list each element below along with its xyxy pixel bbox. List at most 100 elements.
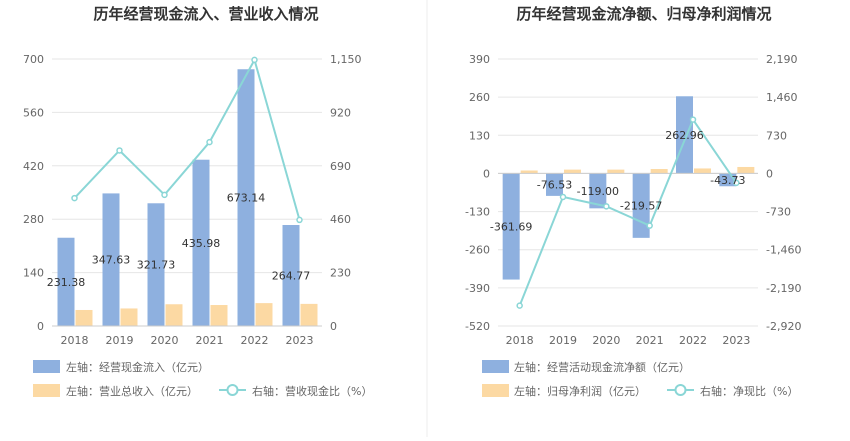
x-tick-label: 2023 — [722, 334, 750, 347]
data-label: 262.96 — [665, 129, 704, 142]
legend-label: 左轴：营业总收入（亿元） — [66, 384, 198, 398]
series-line — [73, 57, 301, 221]
legend-swatch — [33, 360, 60, 373]
y-left-tick-label: 130 — [469, 129, 490, 142]
bar — [102, 193, 120, 326]
bar — [632, 173, 650, 238]
y-left-tick-label: 280 — [23, 213, 44, 226]
line-point — [689, 116, 697, 123]
legend-right: 左轴：经营活动现金流净额（亿元） 左轴：归母净利润（亿元） 右轴：净现比（%） — [482, 360, 798, 398]
line-point — [733, 179, 740, 187]
bar — [210, 305, 228, 326]
x-tick-label: 2022 — [679, 334, 707, 347]
chart-right: -520 -2,920 -390 -2,190 -260 -1,460 -130 -730 0 0… — [465, 53, 801, 347]
legend-marker — [674, 384, 687, 396]
bar — [300, 303, 318, 326]
data-label: -361.69 — [490, 220, 532, 233]
legend-left: 左轴：经营现金流入（亿元） 左轴：营业总收入（亿元） 右轴：营收现金比（%） — [33, 360, 372, 398]
bar — [676, 96, 693, 174]
y-left-tick-label: 140 — [23, 267, 44, 280]
line-point — [71, 194, 78, 202]
legend-marker — [226, 384, 239, 396]
data-label: 347.63 — [92, 254, 131, 267]
y-left-tick-label: 0 — [483, 167, 490, 180]
y-right-tick-label: 730 — [766, 129, 787, 142]
x-tick-label: 2020 — [151, 334, 179, 347]
bar — [255, 303, 273, 326]
y-right-tick-label: -2,190 — [766, 282, 801, 295]
y-right-tick-label: 1,150 — [330, 53, 362, 66]
legend-item[interactable]: 左轴：归母净利润（亿元） — [482, 384, 646, 398]
chart-title-left: 历年经营现金流入、营业收入情况 — [93, 5, 318, 23]
legend-swatch — [482, 384, 509, 397]
bar — [282, 225, 300, 326]
legend-item[interactable]: 右轴：净现比（%） — [667, 384, 798, 398]
bar — [589, 173, 607, 209]
x-tick-label: 2019 — [549, 334, 577, 347]
line-point — [646, 222, 653, 229]
legend-item[interactable]: 右轴：营收现金比（%） — [219, 384, 372, 398]
data-label: -119.00 — [577, 185, 619, 198]
y-left-tick-label: -260 — [465, 244, 490, 257]
y-right-tick-label: 1,460 — [766, 91, 798, 104]
data-label: 321.73 — [137, 259, 176, 272]
line-point — [116, 147, 123, 154]
y-right-tick-label: -730 — [766, 206, 791, 219]
y-left-tick-label: -130 — [465, 206, 490, 219]
series-line — [518, 117, 738, 306]
y-right-tick-label: 920 — [330, 106, 351, 119]
legend-swatch — [482, 360, 509, 373]
bar — [75, 309, 93, 326]
legend-label: 左轴：经营现金流入（亿元） — [66, 360, 209, 374]
bar — [120, 308, 138, 326]
bar — [737, 166, 755, 174]
legend-label: 右轴：营收现金比（%） — [252, 384, 372, 398]
legend-label: 左轴：经营活动现金流净额（亿元） — [514, 360, 690, 374]
bar — [564, 169, 581, 174]
bar — [147, 203, 165, 326]
x-tick-label: 2019 — [106, 334, 134, 347]
data-label: 231.38 — [47, 276, 86, 289]
data-label: 435.98 — [182, 237, 221, 250]
y-right-tick-label: -1,460 — [766, 244, 801, 257]
x-tick-label: 2018 — [61, 334, 89, 347]
x-tick-label: 2021 — [196, 334, 224, 347]
x-tick-label: 2020 — [592, 334, 620, 347]
bar — [57, 237, 75, 326]
data-label: 673.14 — [227, 192, 266, 205]
bar — [607, 169, 625, 174]
line-point — [516, 302, 523, 309]
legend-item[interactable]: 左轴：营业总收入（亿元） — [33, 384, 198, 398]
y-right-tick-label: 230 — [330, 267, 351, 280]
y-right-tick-label: 0 — [766, 167, 773, 180]
bar — [546, 173, 563, 196]
chart-title-right: 历年经营现金流净额、归母净利润情况 — [516, 5, 771, 23]
legend-item[interactable]: 左轴：经营活动现金流净额（亿元） — [482, 360, 690, 374]
legend-label: 左轴：归母净利润（亿元） — [514, 384, 646, 398]
x-tick-label: 2018 — [506, 334, 534, 347]
bar — [694, 168, 711, 174]
y-left-tick-label: 420 — [23, 160, 44, 173]
bar — [192, 159, 210, 326]
y-left-tick-label: 700 — [23, 53, 44, 66]
line-point — [161, 191, 168, 199]
line-point — [559, 193, 567, 201]
data-label: -219.57 — [620, 200, 662, 213]
y-right-tick-label: 460 — [330, 213, 351, 226]
legend-item[interactable]: 左轴：经营现金流入（亿元） — [33, 360, 209, 374]
bar — [502, 173, 520, 280]
line-point — [603, 203, 610, 210]
bar — [520, 170, 538, 174]
y-left-tick-label: 560 — [23, 106, 44, 119]
x-tick-label: 2023 — [286, 334, 314, 347]
y-left-tick-label: -520 — [465, 320, 490, 333]
y-left-tick-label: 390 — [469, 53, 490, 66]
legend-label: 右轴：净现比（%） — [700, 384, 798, 398]
data-label: 264.77 — [272, 270, 311, 283]
y-left-tick-label: -390 — [465, 282, 490, 295]
data-label: -76.53 — [537, 179, 572, 192]
x-tick-label: 2021 — [636, 334, 664, 347]
chart-left: 0 0 140 230 280 460 420 690 560 920 700 1,150 2018 20… — [23, 53, 362, 347]
y-right-tick-label: 0 — [330, 320, 337, 333]
